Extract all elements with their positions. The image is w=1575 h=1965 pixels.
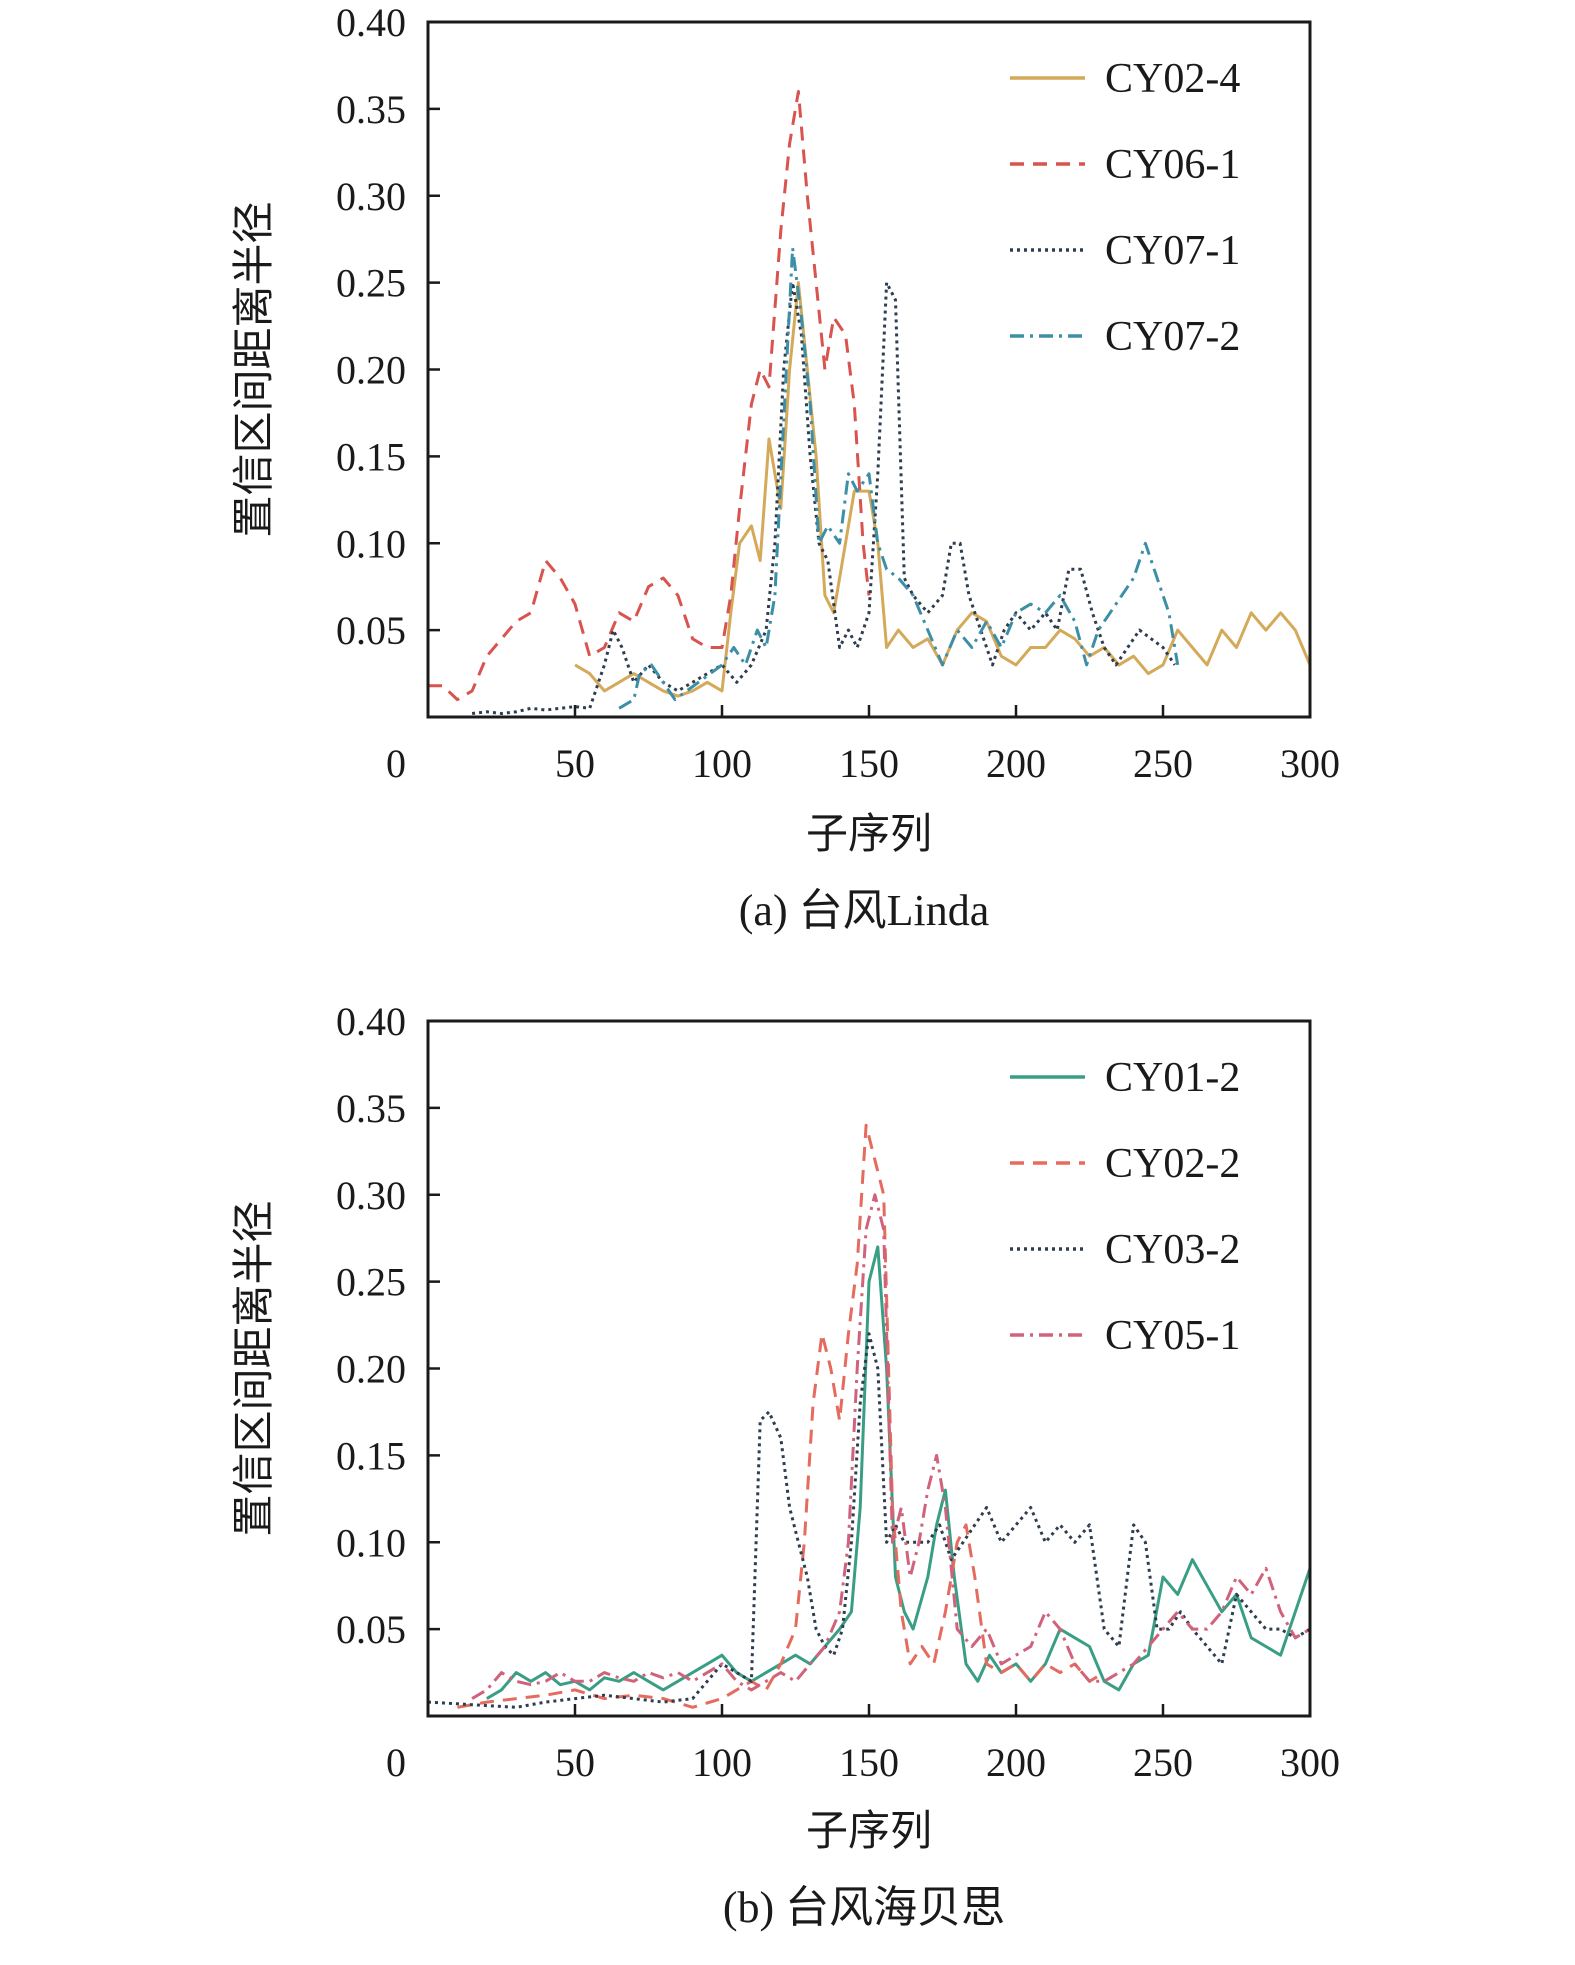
y-tick-label: 0.15 (336, 1433, 406, 1478)
x-tick-label: 0 (386, 741, 406, 786)
series-line-CY03-2 (428, 1332, 1310, 1709)
series-line-CY07-1 (471, 281, 1177, 715)
y-axis-title: 置信区间距离半径 (231, 1200, 278, 1536)
x-tick-label: 150 (839, 1740, 899, 1785)
series-line-CY02-2 (457, 1123, 1105, 1709)
chart-caption: (a) 台风Linda (739, 886, 989, 935)
x-tick-label: 100 (692, 741, 752, 786)
y-tick-label: 0.35 (336, 1086, 406, 1131)
y-tick-label: 0.15 (336, 434, 406, 479)
x-tick-label: 50 (555, 741, 595, 786)
y-tick-label: 0.25 (336, 261, 406, 306)
x-tick-label: 0 (386, 1740, 406, 1785)
series-line-CY07-2 (618, 246, 1180, 710)
x-tick-label: 100 (692, 1740, 752, 1785)
chart-panel-1: 0 50 100 150 200 250 300 0.40 0.35 0.30 0.25 0.20 0.… (231, 999, 1340, 1932)
y-tick-label: 0.10 (336, 521, 406, 566)
y-axis-title: 置信区间距离半径 (231, 201, 278, 537)
y-tick-label: 0.20 (336, 1347, 406, 1392)
series-line-CY06-1 (428, 90, 871, 702)
y-tick-label: 0.25 (336, 1260, 406, 1305)
x-axis-title: 子序列 (806, 812, 932, 858)
series-line-CY02-4 (574, 281, 1310, 698)
x-tick-label: 300 (1280, 741, 1340, 786)
y-tick-label: 0.35 (336, 87, 406, 132)
chart-caption: (b) 台风海贝思 (723, 1883, 1005, 1932)
legend: CY01-2 CY02-2 CY03-2 CY05-1 (1010, 1055, 1240, 1359)
plot-frame (426, 1019, 1312, 1718)
y-tick-label: 0.40 (336, 0, 406, 45)
x-tick-label: 250 (1133, 1740, 1193, 1785)
x-tick-label: 300 (1280, 1740, 1340, 1785)
y-tick-label: 0.30 (336, 1173, 406, 1218)
x-axis-title: 子序列 (806, 1809, 932, 1855)
y-tick-label: 0.10 (336, 1520, 406, 1565)
legend-label-CY06-1: CY06-1 (1105, 142, 1240, 188)
legend-label-CY03-2: CY03-2 (1105, 1227, 1240, 1273)
x-tick-label: 200 (986, 741, 1046, 786)
series-line-CY05-1 (471, 1193, 1310, 1700)
x-tick-label: 250 (1133, 741, 1193, 786)
y-tick-label: 0.40 (336, 999, 406, 1044)
x-tick-label: 150 (839, 741, 899, 786)
legend-label-CY07-1: CY07-1 (1105, 228, 1240, 274)
x-tick-label: 200 (986, 1740, 1046, 1785)
y-tick-label: 0.30 (336, 174, 406, 219)
legend-label-CY01-2: CY01-2 (1105, 1055, 1240, 1101)
chart-panel-0: 0 50 100 150 200 250 300 0.40 0.35 0.30 0.25 0.20 0.… (231, 0, 1340, 935)
legend-label-CY05-1: CY05-1 (1105, 1313, 1240, 1359)
y-tick-label: 0.05 (336, 608, 406, 653)
legend-label-CY07-2: CY07-2 (1105, 314, 1240, 360)
x-tick-label: 50 (555, 1740, 595, 1785)
legend-label-CY02-4: CY02-4 (1105, 56, 1240, 102)
y-tick-label: 0.05 (336, 1607, 406, 1652)
legend: CY02-4 CY06-1 CY07-1 CY07-2 (1010, 56, 1240, 360)
legend-label-CY02-2: CY02-2 (1105, 1141, 1240, 1187)
y-tick-label: 0.20 (336, 348, 406, 393)
